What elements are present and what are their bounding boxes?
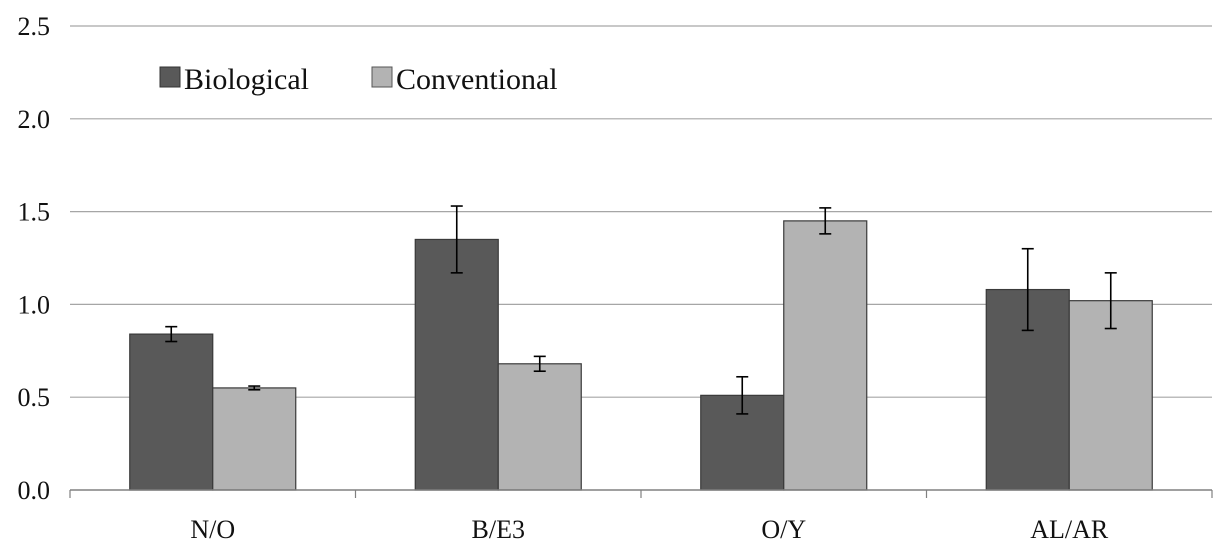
y-axis-tick-labels: 0.0 0.5 1.0 1.5 2.0 2.5 [18,12,51,505]
error-bar [450,205,463,274]
x-axis-ticks [69,490,1213,498]
legend-swatch-biological [159,66,181,88]
legend-swatch-conventional [371,66,393,88]
y-tick-label: 1.0 [18,290,51,319]
legend-label-conventional: Conventional [396,63,558,96]
legend: Biological Conventional [159,63,558,96]
y-tick-label: 2.0 [18,105,51,134]
error-bars [165,205,1117,415]
legend-label-biological: Biological [184,63,309,96]
x-category-label: AL/AR [1030,515,1109,544]
error-bar [819,207,832,235]
error-bar [533,355,546,373]
x-category-label: B/E3 [472,515,525,544]
bar-biological-n-o [129,333,214,491]
y-tick-label: 1.5 [18,198,51,227]
error-bar [1104,272,1117,330]
y-tick-label: 0.5 [18,383,51,412]
error-bar [1021,247,1034,332]
error-bar [736,375,749,415]
bar-conventional-n-o [212,387,297,491]
x-category-label: N/O [190,515,235,544]
bar-conventional-o-y [783,220,868,491]
y-tick-label: 0.0 [18,476,51,505]
bars [129,220,1153,491]
x-category-label: O/Y [761,515,806,544]
y-tick-label: 2.5 [18,12,51,41]
x-axis-category-labels: N/O B/E3 O/Y AL/AR [190,515,1109,544]
error-bar [248,385,261,391]
error-bar [165,325,178,343]
bar-conventional-b-e3 [497,363,582,491]
bar-biological-b-e3 [414,238,499,491]
